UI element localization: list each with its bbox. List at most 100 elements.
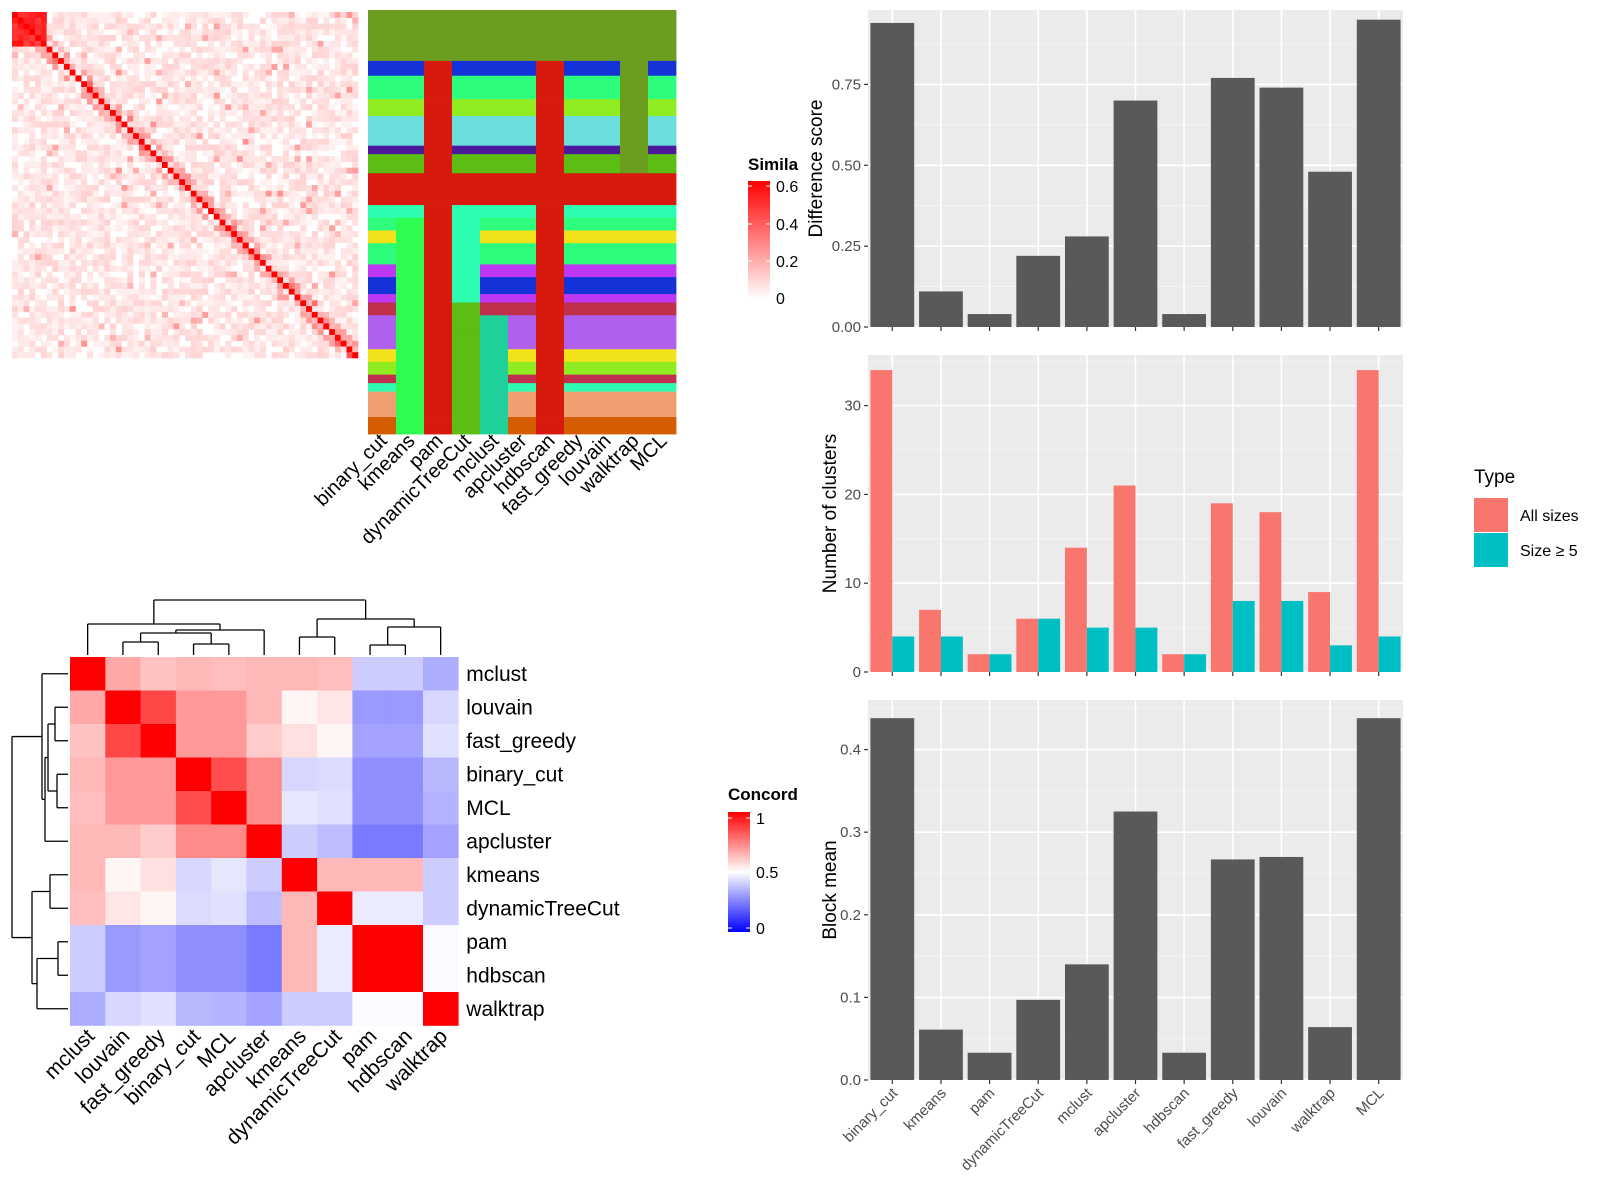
concordance-cell <box>317 891 353 926</box>
concordance-cell <box>175 791 212 825</box>
concordance-cell <box>211 858 247 892</box>
concordance-cell <box>70 657 106 691</box>
concordance-cell <box>175 958 212 993</box>
concordance-cell <box>175 724 212 758</box>
concordance-cell <box>423 657 459 691</box>
similarity-legend-title: Simila <box>748 155 799 174</box>
concordance-row-label: dynamicTreeCut <box>466 897 619 920</box>
concordance-cell <box>281 858 318 892</box>
concordance-cell <box>352 757 388 792</box>
x-tick-label: louvain <box>1245 1085 1291 1131</box>
concordance-cell <box>105 690 141 725</box>
concordance-cell <box>175 757 212 792</box>
y-tick-label: 0.50 <box>832 157 861 174</box>
concordance-cell <box>105 992 141 1026</box>
bar <box>1356 19 1401 327</box>
bar <box>892 636 915 672</box>
y-tick-label: 0.1 <box>840 989 861 1006</box>
concordance-cell <box>105 891 141 926</box>
concordance-cell <box>423 824 459 859</box>
bar <box>1162 314 1207 327</box>
concordance-cell <box>211 824 247 859</box>
concordance-cell <box>352 992 388 1026</box>
y-tick-label: 0.0 <box>840 1072 861 1089</box>
x-tick-label: kmeans <box>901 1085 950 1134</box>
concordance-cell <box>140 992 177 1026</box>
concordance-cell <box>175 925 212 959</box>
x-tick-label: binary_cut <box>840 1084 902 1146</box>
legend-label-all-sizes: All sizes <box>1520 508 1579 525</box>
concordance-tick: 0.5 <box>756 865 778 882</box>
y-tick-label: 0.00 <box>832 319 861 336</box>
concordance-cell <box>317 791 353 825</box>
bar <box>1162 654 1185 672</box>
concordance-cell <box>317 657 353 691</box>
cluster-label-axis: binary_cutkmeanspamdynamicTreeCutmclusta… <box>311 430 672 549</box>
concordance-cell <box>387 690 424 725</box>
bar <box>1016 618 1039 672</box>
concordance-cell <box>352 724 388 758</box>
concordance-row-labels: mclust louvain fast_greedy binary_cut MCL apc… <box>465 663 619 1021</box>
concordance-row-label: fast_greedy <box>466 730 576 753</box>
concordance-cell <box>387 824 424 859</box>
concordance-cell <box>423 724 459 758</box>
concordance-cell <box>387 925 424 959</box>
concordance-cell <box>211 757 247 792</box>
y-tick-label: 0.75 <box>832 76 861 93</box>
concordance-cell <box>423 891 459 926</box>
concordance-heatmap <box>70 657 459 1026</box>
concordance-cell <box>211 657 247 691</box>
bar <box>967 314 1012 327</box>
concordance-cell <box>70 992 106 1026</box>
concordance-cell <box>175 858 212 892</box>
concordance-cell <box>70 858 106 892</box>
concordance-cell <box>281 657 318 691</box>
concordance-cell <box>281 891 318 926</box>
bar <box>1064 236 1109 327</box>
concordance-cell <box>246 791 283 825</box>
concordance-row-label: binary_cut <box>466 763 563 786</box>
concordance-cell <box>281 757 318 792</box>
concordance-cell <box>140 724 177 758</box>
y-tick-label: 0.25 <box>832 238 861 255</box>
y-tick-label: 20 <box>844 486 861 503</box>
bar <box>1086 627 1109 672</box>
bar <box>1378 636 1401 672</box>
similarity-tick: 0 <box>776 291 785 308</box>
concordance-cell <box>70 724 106 758</box>
similarity-tick: 0.6 <box>776 179 798 196</box>
bar <box>1356 718 1401 1080</box>
concordance-cell <box>105 824 141 859</box>
concordance-cell <box>387 724 424 758</box>
bar <box>1210 859 1255 1080</box>
bar <box>1210 77 1255 328</box>
concordance-cell <box>105 724 141 758</box>
concordance-row-label: apcluster <box>466 830 551 853</box>
bar <box>870 718 915 1080</box>
concordance-cell <box>352 690 388 725</box>
concordance-row-label: mclust <box>466 663 527 686</box>
concordance-tick: 0 <box>756 921 765 938</box>
concordance-cell <box>352 858 388 892</box>
concordance-cell <box>105 925 141 959</box>
concordance-cell <box>246 958 283 993</box>
bar <box>1113 485 1136 672</box>
concordance-cell <box>423 858 459 892</box>
concordance-cell <box>246 657 283 691</box>
concordance-cell <box>317 925 353 959</box>
concordance-cell <box>140 791 177 825</box>
bar <box>1232 600 1255 672</box>
type-legend-title: Type <box>1474 467 1515 488</box>
cluster-label-matrix <box>368 10 677 435</box>
y-tick-label: 30 <box>844 398 861 415</box>
concordance-cell <box>140 891 177 926</box>
similarity-legend: Simila 0.6 0.4 0.2 0 <box>748 155 799 308</box>
concordance-legend: Concord 1 0.5 0 <box>728 785 798 938</box>
concordance-cell <box>140 925 177 959</box>
y-axis-label: Block mean <box>820 840 841 939</box>
concordance-cell <box>105 757 141 792</box>
concordance-cell <box>70 690 106 725</box>
concordance-cell <box>317 958 353 993</box>
concordance-cell <box>281 690 318 725</box>
concordance-cell <box>387 891 424 926</box>
